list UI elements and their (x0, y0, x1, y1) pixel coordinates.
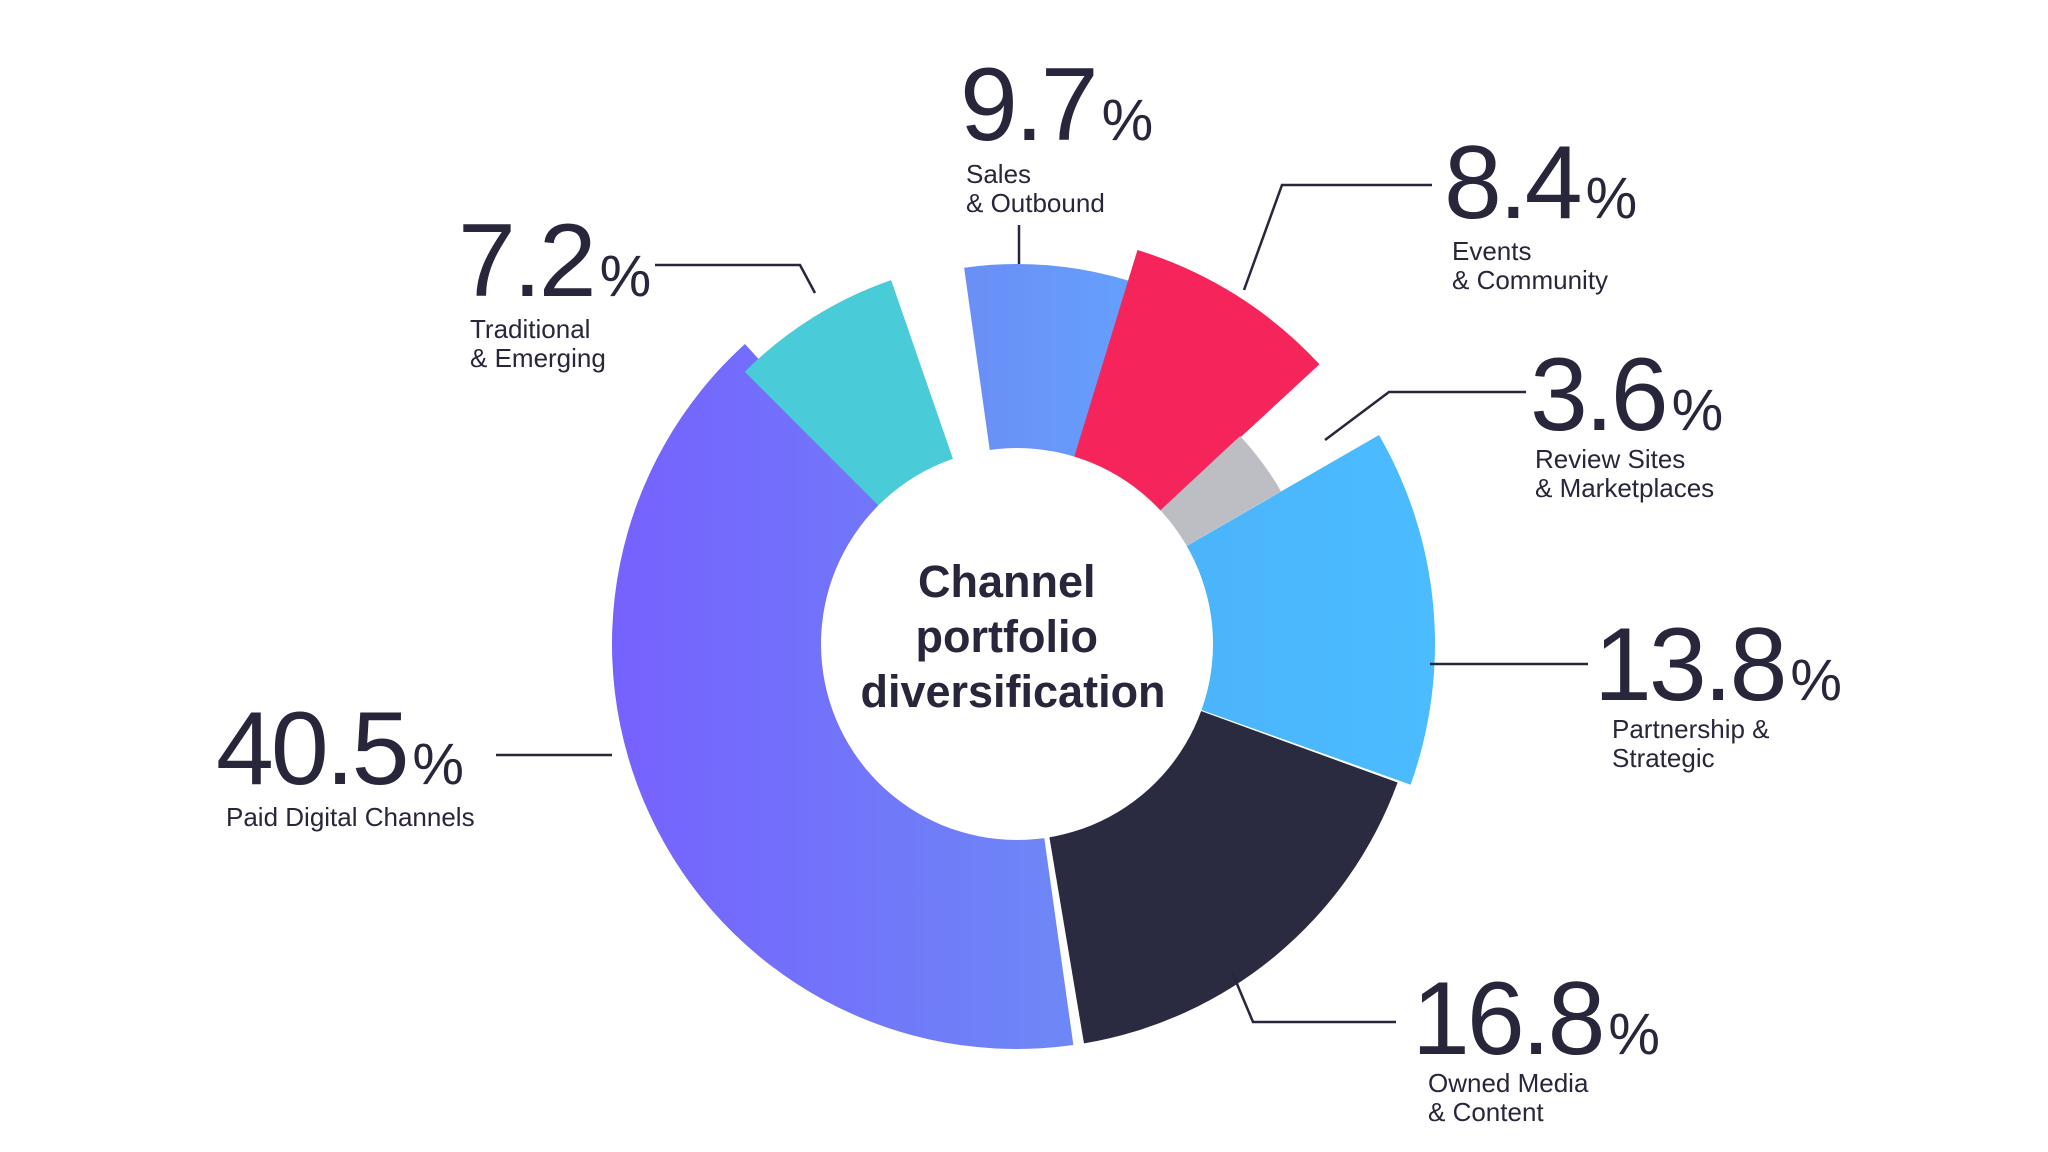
slice-label-4: Owned Media & Content (1428, 1068, 1589, 1127)
center-title-line-1: Channel (918, 556, 1096, 607)
leader-line-1 (1242, 183, 1432, 291)
slice-value-6: 7.2% (458, 203, 651, 319)
slice-value-0: 9.7% (960, 47, 1153, 163)
slice-value-number-4: 16.8 (1412, 961, 1602, 1077)
slice-label-line: Owned Media (1428, 1068, 1589, 1098)
slice-label-line: Strategic (1612, 743, 1715, 773)
slice-value-5: 40.5% (216, 691, 464, 807)
slice-2 (1158, 435, 1282, 547)
slice-label-line: Partnership & (1612, 714, 1770, 744)
slice-value-number-6: 7.2 (458, 203, 594, 319)
leader-line-6 (655, 263, 817, 294)
slice-value-sign-0: % (1102, 88, 1154, 153)
leader-line-2 (1324, 390, 1526, 441)
slice-label-line: Review Sites (1535, 444, 1685, 474)
slice-label-line: & Content (1428, 1097, 1544, 1127)
slice-label-line: & Community (1452, 265, 1608, 295)
slice-value-3: 13.8% (1594, 607, 1842, 723)
slice-label-line: Events (1452, 236, 1532, 266)
slice-label-0: Sales & Outbound (966, 159, 1105, 218)
slice-value-number-0: 9.7 (960, 47, 1096, 163)
center-title-line-2: portfolio (916, 611, 1098, 662)
slice-value-number-5: 40.5 (216, 691, 406, 807)
slice-value-number-1: 8.4 (1444, 125, 1580, 241)
slice-value-sign-4: % (1608, 1002, 1660, 1067)
slice-3 (1185, 435, 1435, 785)
slice-6 (744, 280, 954, 507)
slice-value-2: 3.6% (1530, 337, 1723, 453)
slice-label-3: Partnership & Strategic (1612, 714, 1770, 773)
slice-label-2: Review Sites & Marketplaces (1535, 444, 1714, 503)
slice-label-line: Sales (966, 159, 1031, 189)
slice-value-sign-3: % (1790, 648, 1842, 713)
center-title-line-3: diversification (860, 666, 1165, 717)
slice-label-line: & Emerging (470, 343, 606, 373)
slice-value-sign-5: % (412, 732, 464, 797)
donut-hole (821, 448, 1213, 840)
slice-1 (1073, 250, 1320, 513)
slice-value-number-2: 3.6 (1530, 337, 1666, 453)
leader-line-4 (1230, 971, 1396, 1024)
slice-value-number-3: 13.8 (1594, 607, 1784, 723)
slice-label-line: Traditional (470, 314, 590, 344)
slice-4 (1049, 710, 1398, 1044)
leader-lines (496, 183, 1588, 1024)
slice-value-4: 16.8% (1412, 961, 1660, 1077)
slice-label-1: Events & Community (1452, 236, 1608, 295)
slice-5 (612, 343, 1074, 1050)
slice-label-6: Traditional & Emerging (470, 314, 606, 373)
slice-value-1: 8.4% (1444, 125, 1637, 241)
slice-label-5: Paid Digital Channels (226, 802, 475, 832)
slice-label-line: Paid Digital Channels (226, 802, 475, 832)
slice-value-sign-2: % (1672, 378, 1724, 443)
slice-labels: 9.7 %Sales & Outbound 8.4 %Events & Community… (216, 47, 1842, 1127)
center-title: Channel portfolio diversification (860, 556, 1165, 717)
slice-value-sign-6: % (600, 244, 652, 309)
slice-label-line: & Marketplaces (1535, 473, 1714, 503)
slice-value-sign-1: % (1586, 166, 1638, 231)
chart-slices (612, 250, 1435, 1050)
slice-label-line: & Outbound (966, 188, 1105, 218)
